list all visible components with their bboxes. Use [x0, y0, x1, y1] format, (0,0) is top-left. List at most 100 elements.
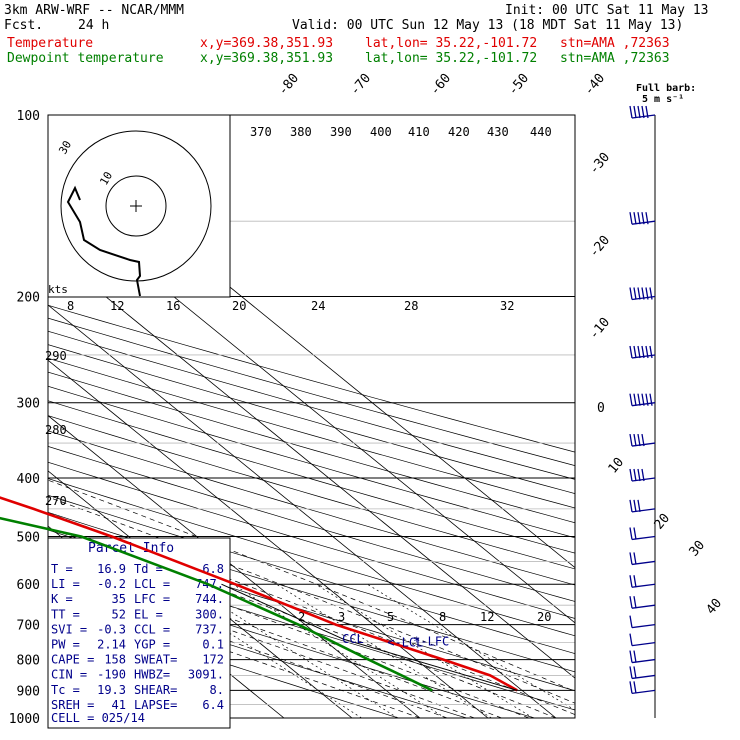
parcel-field-label: LFC =	[134, 592, 170, 606]
wind-barb-feather	[641, 433, 645, 447]
wind-barb-feather	[633, 527, 637, 540]
temp-latlon: lat,lon= 35.22,-101.72	[365, 36, 538, 51]
mixing-ratio-label: 20	[537, 610, 551, 624]
mixing-ratio-label: 24	[311, 299, 325, 313]
wind-barb-feather	[633, 212, 637, 225]
dry-adiabat-label: 270	[45, 494, 67, 508]
wind-barb-feather	[645, 105, 649, 119]
mixing-ratio-label: 5	[387, 610, 394, 624]
pressure-label: 500	[17, 530, 40, 545]
wind-barbs	[629, 105, 656, 695]
parcel-path	[221, 583, 518, 691]
wind-barb-feather	[633, 105, 637, 119]
wind-barb-feather	[641, 393, 645, 406]
parcel-field-label: HWBZ=	[134, 668, 170, 682]
parcel-field-value: 8.	[210, 683, 224, 697]
pressure-label: 200	[17, 291, 40, 306]
pressure-label: 700	[17, 619, 40, 634]
isotherm-label: -40	[582, 71, 609, 99]
wind-barb-feather	[645, 287, 649, 300]
isotherm-line	[48, 304, 557, 718]
wind-barb-feather	[637, 499, 641, 512]
wind-barb-feather	[629, 468, 633, 482]
isotherm-label: -10	[587, 315, 614, 343]
wind-barb-feather	[633, 345, 637, 359]
dew-latlon: lat,lon= 35.22,-101.72	[365, 51, 538, 66]
parcel-field-label: SVI =	[51, 622, 87, 636]
wind-barb-feather	[629, 552, 633, 565]
wind-barb-feather	[637, 345, 641, 359]
hodograph-ring	[60, 130, 212, 282]
pressure-label: 600	[17, 578, 40, 593]
dry-adiabat-label: 420	[448, 125, 470, 139]
mixing-ratio-label: 16	[166, 299, 180, 313]
wind-barb-feather	[633, 596, 637, 609]
parcel-field-label: PW =	[51, 638, 80, 652]
pressure-label: 800	[17, 654, 40, 669]
legend-temperature: Temperature	[7, 36, 94, 51]
mixing-ratio-label: 2	[298, 610, 305, 624]
legend-dewpoint: Dewpoint temperature	[7, 51, 164, 66]
wind-barb-feather	[633, 287, 637, 300]
hodograph: 30 10 kts	[47, 114, 231, 298]
wind-barb-feather	[629, 212, 633, 225]
pressure-label: 1000	[9, 712, 40, 727]
parcel-field-value: 158	[104, 653, 126, 667]
wind-barb-feather	[629, 499, 633, 512]
wind-barb-feather	[629, 596, 633, 609]
level-marker: *-LFC	[413, 635, 449, 649]
wind-barb-feather	[629, 615, 633, 628]
isotherm-label: 30	[687, 538, 709, 560]
isotherm-label: -80	[276, 71, 303, 99]
parcel-field-label: LI =	[51, 577, 80, 591]
parcel-field-label: SWEAT=	[134, 653, 177, 667]
parcel-field-label: LAPSE=	[134, 698, 177, 712]
mixing-ratio-label: 8	[67, 299, 74, 313]
wind-barb-feather	[641, 212, 645, 225]
moist-adiabat	[48, 512, 575, 716]
isotherm-label: -50	[506, 71, 533, 99]
isotherm-label: 40	[704, 596, 726, 618]
parcel-field-value: 6.4	[202, 698, 224, 712]
init-time: Init: 00 UTC Sat 11 May 13	[505, 3, 709, 18]
parcel-field-value: 744.	[195, 592, 224, 606]
dewpoint-trace	[0, 516, 433, 692]
wind-barb-feather	[629, 575, 633, 588]
wind-barb-feather	[629, 681, 633, 694]
parcel-field-value: -190	[97, 668, 126, 682]
parcel-field-label: SHEAR=	[134, 683, 177, 697]
parcel-field-label: TT =	[51, 607, 80, 621]
wind-barb-feather	[629, 393, 633, 406]
dry-adiabat-label: 380	[290, 125, 312, 139]
wind-barb-feather	[645, 393, 649, 406]
dry-adiabat-label: 370	[250, 125, 272, 139]
level-marker: CCL	[342, 632, 364, 646]
parcel-field-label: CCL =	[134, 622, 170, 636]
isotherm-label: -70	[348, 71, 375, 99]
full-barb-units: 5 m s⁻¹	[642, 94, 685, 105]
wind-barb-feather	[637, 433, 641, 447]
dry-adiabat-label: 400	[370, 125, 392, 139]
parcel-field-label: CIN =	[51, 668, 87, 682]
wind-barb-shaft	[631, 623, 656, 629]
wind-barb-feather	[629, 345, 633, 359]
mixing-ratio-label: 32	[500, 299, 514, 313]
pressure-label: 300	[17, 397, 40, 412]
isotherm-line	[48, 249, 575, 679]
parcel-field-label: Td =	[134, 562, 163, 576]
wind-barb-feather	[629, 287, 633, 300]
isotherm-label: -60	[428, 71, 455, 99]
valid-time: Valid: 00 UTC Sun 12 May 13 (18 MDT Sat …	[292, 18, 684, 33]
wind-barb-feather	[641, 345, 645, 359]
wind-barb-feather	[629, 527, 633, 540]
dry-adiabat-label: 410	[408, 125, 430, 139]
temp-xy: x,y=369.38,351.93	[200, 36, 334, 51]
wind-barb-feather	[633, 393, 637, 406]
mixing-ratio-label: 3	[338, 610, 345, 624]
wind-barb-feather	[633, 650, 637, 663]
dry-adiabat-label: 280	[45, 423, 67, 437]
parcel-field-value: 300.	[195, 607, 224, 621]
temperature-trace	[0, 496, 518, 692]
